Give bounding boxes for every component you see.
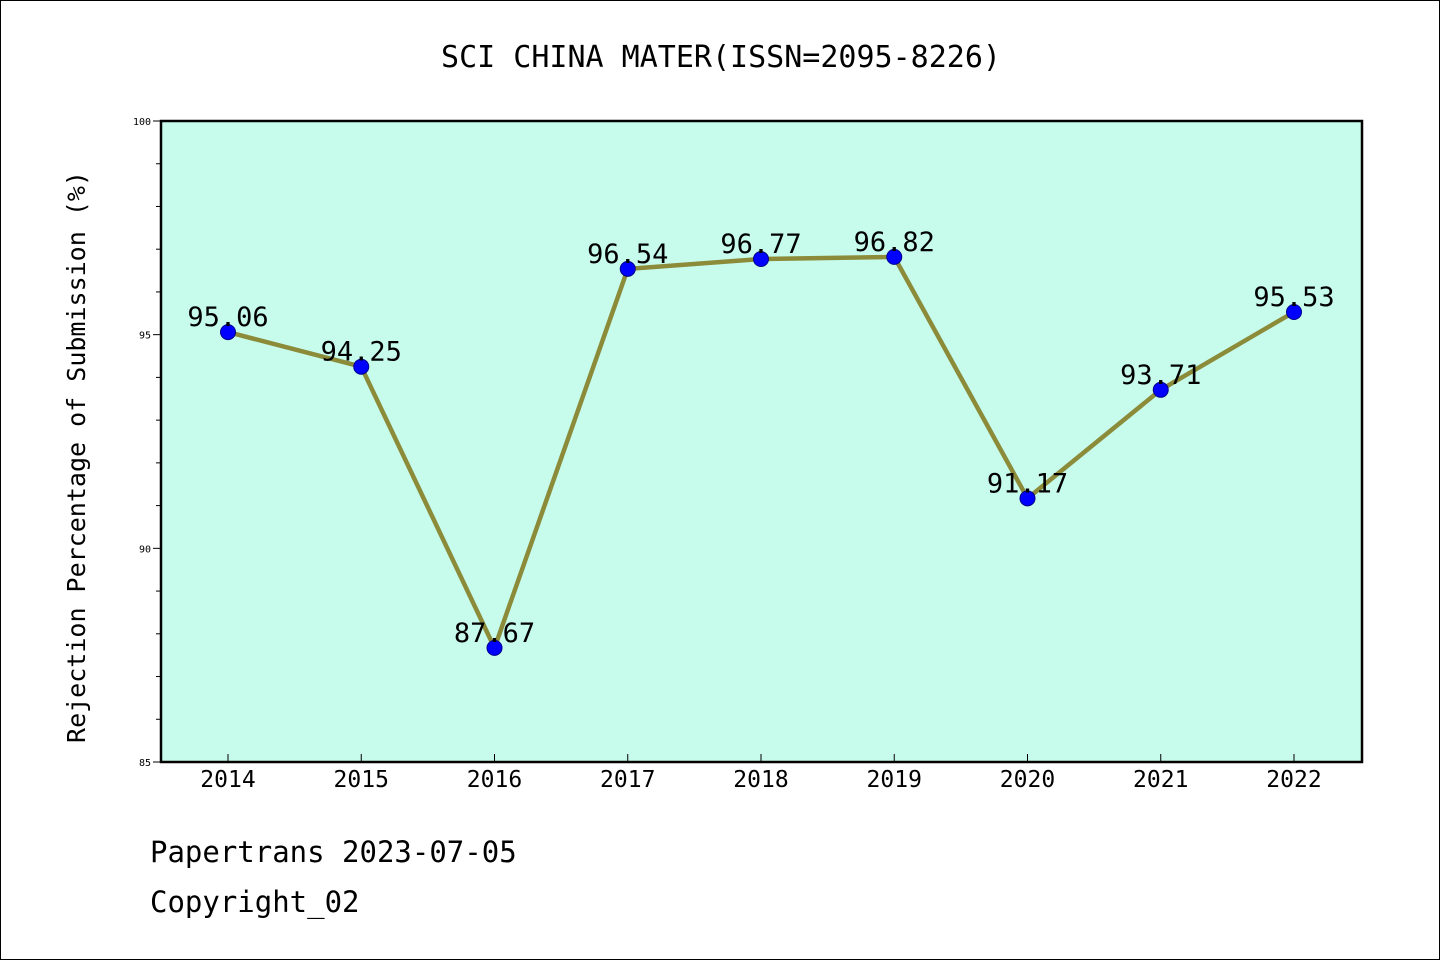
data-point-marker: [1019, 490, 1036, 507]
plot-area: [159, 119, 1364, 764]
x-tick-label: 2015: [334, 767, 389, 793]
y-tick-label: 95: [139, 331, 151, 342]
data-point-marker: [1152, 381, 1169, 398]
x-tick-label: 2020: [1000, 767, 1055, 793]
data-point-marker: [486, 639, 503, 656]
data-labels: 95.06 94.25 87.67 96.54 96.77 96.82 91.17 93.71…: [187, 227, 1334, 649]
y-axis-label: Rejection Percentage of Submission (%): [62, 171, 91, 743]
data-point-marker: [886, 248, 903, 265]
data-point-marker: [1286, 304, 1302, 321]
data-value-label: 95.53: [1253, 282, 1334, 313]
footer-copyright-line: Copyright_02: [150, 885, 360, 919]
x-tick-label: 2016: [467, 767, 522, 793]
x-tick-label: 2018: [733, 767, 788, 793]
data-value-label: 96.82: [854, 227, 935, 258]
data-value-label: 96.77: [720, 229, 801, 260]
x-tick-label: 2014: [200, 767, 255, 793]
data-value-label: 87.67: [454, 618, 535, 649]
y-tick-label: 100: [133, 117, 151, 128]
data-point-marker: [220, 324, 236, 341]
x-tick-label: 2017: [600, 767, 655, 793]
series-markers: [220, 248, 1302, 656]
data-point-marker: [753, 251, 769, 268]
data-value-label: 95.06: [187, 302, 268, 333]
x-tick-label: 2022: [1266, 767, 1321, 793]
data-value-label: 94.25: [321, 337, 402, 368]
data-value-label: 96.54: [587, 239, 668, 270]
chart-title: SCI CHINA MATER(ISSN=2095-8226): [441, 40, 1001, 75]
data-point-marker: [619, 260, 636, 277]
data-point-marker: [353, 358, 370, 375]
x-tick-label: 2021: [1133, 767, 1188, 793]
data-value-label: 93.71: [1120, 360, 1201, 391]
y-tick-label: 85: [139, 758, 151, 769]
x-tick-label: 2019: [867, 767, 922, 793]
data-value-label: 91.17: [987, 468, 1068, 499]
y-tick-label: 90: [139, 544, 151, 555]
footer-date-line: Papertrans 2023-07-05: [150, 835, 517, 869]
y-axis-ticks: 85 90 95 100: [133, 117, 161, 769]
x-axis-ticks: 2014 2015 2016 2017 2018 2019 2020 2021 2022: [200, 754, 1322, 793]
